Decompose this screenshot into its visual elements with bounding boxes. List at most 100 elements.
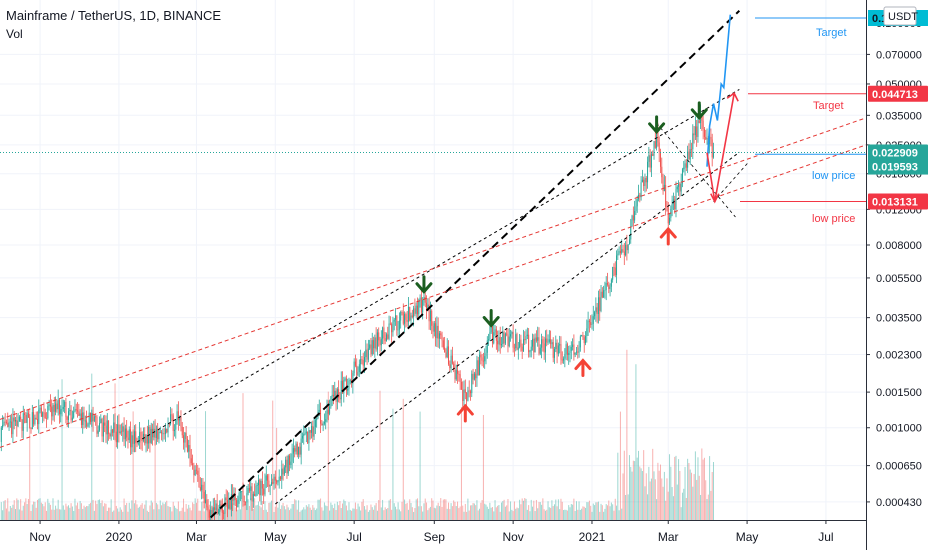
candle-body [674, 199, 676, 210]
candle-body [475, 373, 477, 379]
candle-body [581, 335, 583, 337]
volume-bar [383, 510, 385, 520]
candle-body [568, 352, 570, 355]
candle-body [449, 364, 451, 369]
candle-body [172, 415, 174, 431]
volume-bar [99, 499, 101, 520]
volume-bar [698, 475, 700, 520]
candle-body [146, 435, 148, 444]
candle-body [131, 435, 133, 448]
candle-body [233, 493, 235, 501]
red-up-arrow [659, 226, 677, 246]
volume-bar [65, 503, 67, 520]
candle-body [102, 422, 104, 437]
volume-bar [348, 502, 350, 520]
volume-bar [508, 511, 510, 520]
volume-bar [537, 508, 539, 520]
volume-bar [307, 506, 309, 520]
volume-bar [632, 460, 634, 520]
candle-body [101, 418, 103, 437]
volume-bar [605, 504, 607, 520]
candle-body [78, 411, 80, 416]
volume-bar [418, 506, 420, 520]
volume-bar [202, 501, 204, 520]
candle-body [547, 341, 549, 343]
candle-body [457, 369, 459, 374]
candle-body [207, 507, 209, 512]
candle-body [24, 413, 26, 415]
candle-body [311, 426, 313, 433]
time-tick-label: 2020 [106, 530, 133, 544]
volume-bar [665, 500, 667, 520]
candle-body [226, 500, 228, 509]
volume-bar [296, 509, 298, 520]
candle-body [544, 338, 546, 353]
candle-body [587, 320, 589, 329]
currency-badge[interactable]: USDT [883, 6, 918, 26]
time-axis[interactable]: Nov 2020 Mar May Jul Sep Nov 2021 Mar May Jul [0, 520, 866, 550]
candle-body [671, 203, 673, 209]
volume-bar [700, 494, 702, 520]
candle-body [362, 360, 364, 366]
candle-body [406, 320, 408, 322]
candle-body [479, 354, 481, 376]
candle-body [647, 161, 649, 183]
volume-bar [378, 499, 380, 520]
candle-body [685, 163, 687, 168]
candle-body [228, 498, 230, 509]
candle-body [190, 458, 192, 464]
volume-bar [176, 509, 178, 520]
candle-body [688, 151, 690, 160]
candle-body [295, 443, 297, 452]
candle-body [39, 407, 41, 410]
volume-bar [237, 509, 239, 520]
volume-bar [507, 499, 509, 520]
volume-bar [358, 506, 360, 520]
candle-body [588, 320, 590, 323]
volume-bar [569, 507, 571, 520]
volume-bar [170, 507, 172, 520]
green-down-arrow [482, 309, 500, 328]
candle-body [158, 431, 160, 440]
red-up-arrow [456, 403, 474, 423]
candle-body [263, 488, 265, 495]
volume-bar [374, 505, 376, 520]
volume-bar [128, 502, 130, 520]
volume-bar [97, 499, 99, 520]
candle-body [348, 380, 350, 389]
candle-body [345, 378, 347, 391]
volume-bar [532, 506, 534, 520]
volume-bar [338, 505, 340, 520]
candle-body [378, 332, 380, 341]
volume-bar [141, 503, 143, 520]
candle-body [534, 337, 536, 353]
candle-body [652, 154, 654, 156]
volume-bar [35, 507, 37, 520]
candle-body [91, 413, 93, 422]
candle-body [83, 412, 85, 421]
volume-bar [462, 505, 464, 520]
candle-body [385, 334, 387, 341]
red-projection-path [706, 93, 735, 202]
candle-body [415, 305, 417, 314]
volume-bar [631, 471, 633, 520]
candle-body [2, 424, 4, 428]
price-axis[interactable]: 0.0700000.0500000.0350000.0250000.018000… [866, 0, 932, 550]
candle-body [159, 431, 161, 433]
candle-body [371, 340, 373, 355]
candle-body [530, 346, 532, 351]
candle-body [687, 151, 689, 168]
volume-bar [173, 505, 175, 520]
candle-body [595, 307, 597, 313]
volume-bar [264, 501, 266, 520]
volume-bar [20, 499, 22, 520]
volume-bar [282, 502, 284, 520]
volume-bar [661, 478, 663, 520]
volume-bar [674, 456, 676, 520]
volume-bar [710, 490, 712, 520]
volume-bar [446, 508, 448, 520]
volume-bars [0, 349, 714, 520]
candle-body [666, 207, 668, 208]
volume-bar [3, 501, 5, 520]
